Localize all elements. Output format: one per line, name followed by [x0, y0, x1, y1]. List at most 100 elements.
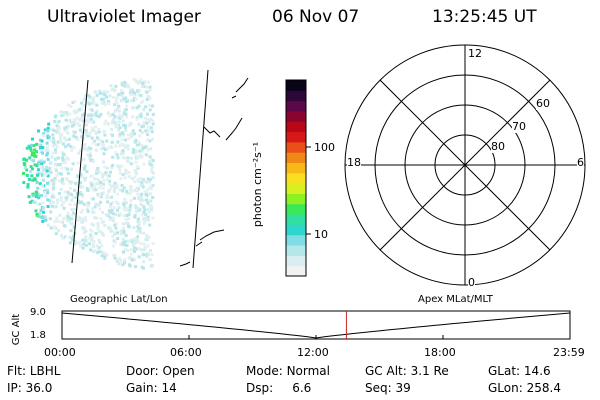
image-pixel	[143, 80, 147, 84]
image-pixel	[100, 254, 104, 258]
image-pixel	[73, 240, 77, 243]
image-pixel	[37, 129, 40, 133]
image-pixel	[140, 144, 144, 147]
image-pixel	[149, 126, 153, 130]
image-pixel	[49, 161, 53, 165]
image-pixel	[38, 182, 42, 186]
image-pixel	[59, 134, 62, 138]
image-pixel	[62, 224, 66, 228]
image-pixel	[41, 219, 45, 223]
image-pixel	[82, 167, 86, 170]
image-pixel	[63, 161, 67, 165]
info-flt-value: LBHL	[29, 364, 61, 378]
image-pixel	[42, 168, 46, 172]
image-pixel	[108, 94, 112, 98]
image-pixel	[50, 171, 54, 175]
image-pixel	[136, 141, 140, 145]
image-pixel	[35, 164, 39, 168]
image-pixel	[73, 188, 77, 192]
image-pixel	[84, 128, 88, 132]
image-pixel	[81, 175, 85, 179]
image-pixel	[101, 175, 104, 179]
image-pixel	[85, 238, 89, 242]
image-pixel	[67, 219, 71, 223]
image-pixel	[128, 205, 132, 209]
image-pixel	[114, 98, 118, 102]
info-glat: GLat: 14.6	[488, 364, 551, 378]
image-pixel	[96, 222, 100, 226]
image-pixel	[127, 137, 131, 141]
image-pixel	[138, 153, 142, 157]
image-pixel	[26, 185, 30, 189]
image-pixel	[81, 194, 85, 198]
image-pixel	[149, 186, 153, 190]
info-ip-key: IP:	[7, 381, 22, 395]
image-pixel	[53, 177, 57, 180]
image-pixel	[53, 115, 57, 119]
image-pixel	[133, 250, 136, 253]
image-pixel	[92, 210, 96, 214]
polar-lat-label-60: 60	[536, 97, 550, 110]
image-pixel	[110, 128, 114, 131]
image-pixel	[59, 172, 63, 176]
image-pixel	[148, 139, 152, 143]
image-pixel	[103, 254, 107, 258]
image-pixel	[146, 188, 150, 192]
image-pixel	[133, 132, 136, 136]
image-pixel	[104, 252, 108, 256]
image-pixel	[99, 195, 103, 199]
image-pixel	[139, 242, 143, 246]
image-pixel	[113, 231, 117, 235]
colorbar-swatch	[286, 100, 306, 112]
image-pixel	[89, 130, 93, 133]
info-gain-key: Gain:	[126, 381, 158, 395]
timeline-ytick-label-9: 9.0	[30, 307, 46, 318]
image-pixel	[32, 144, 36, 148]
image-pixel	[117, 116, 121, 120]
image-pixel	[95, 109, 99, 113]
image-pixel	[84, 236, 87, 240]
image-pixel	[145, 192, 149, 196]
image-pixel	[105, 193, 109, 197]
image-pixel	[122, 156, 126, 160]
image-pixel	[35, 191, 39, 195]
image-pixel	[80, 130, 84, 134]
info-mode: Mode: Normal	[246, 364, 330, 378]
image-pixel	[113, 186, 117, 190]
image-pixel	[96, 227, 100, 230]
image-pixel	[87, 113, 91, 117]
image-pixel	[142, 120, 146, 124]
image-pixel	[94, 125, 98, 129]
image-pixel	[112, 253, 116, 257]
image-pixel	[66, 157, 70, 161]
image-pixel	[102, 129, 106, 133]
image-pixel	[126, 221, 130, 225]
image-pixel	[121, 237, 125, 241]
image-pixel	[72, 225, 76, 229]
image-pixel	[99, 180, 103, 184]
timeline-xtick-label-3: 18:00	[424, 346, 456, 359]
image-pixel	[98, 207, 102, 211]
image-pixel	[46, 191, 50, 195]
image-pixel	[148, 199, 152, 203]
image-pixel	[98, 170, 102, 174]
image-pixel	[85, 132, 88, 136]
image-pixel	[94, 202, 98, 206]
image-pixel	[71, 100, 75, 104]
image-pixel	[103, 165, 107, 169]
image-pixel	[53, 179, 57, 182]
image-pixel	[84, 243, 88, 247]
image-pixel	[73, 99, 77, 103]
image-pixel	[97, 246, 101, 250]
image-pixel	[128, 210, 132, 214]
colorbar-tick-label-10: 10	[314, 228, 328, 241]
image-pixel	[73, 121, 76, 125]
image-pixel	[79, 149, 83, 153]
image-pixel	[50, 195, 54, 199]
image-pixel	[126, 160, 130, 164]
polar-lat-label-70: 70	[512, 120, 526, 133]
image-pixel	[50, 155, 54, 159]
image-pixel	[110, 121, 114, 125]
image-pixel	[61, 177, 64, 181]
image-pixel	[121, 149, 125, 152]
